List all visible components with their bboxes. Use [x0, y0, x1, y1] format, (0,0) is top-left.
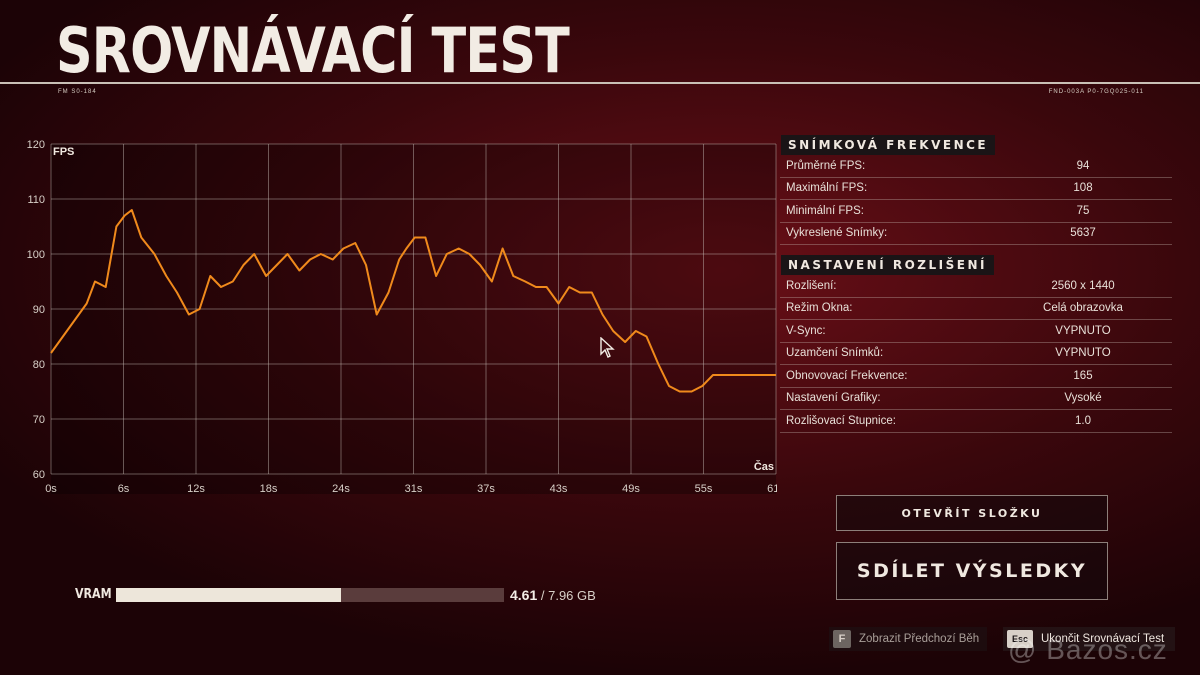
resolution-row-value: 165: [1073, 369, 1093, 382]
chart-plot-background: [51, 144, 776, 494]
resolution-row: V-Sync: VYPNUTO: [780, 320, 1172, 343]
frame-rate-row-value: 75: [1076, 204, 1090, 217]
resolution-row: Režim Okna: Celá obrazovka: [780, 298, 1172, 320]
y-tick-label: 90: [33, 304, 45, 316]
resolution-row-label: V-Sync:: [786, 324, 826, 337]
fps-chart: 120 110 100 90 80 70 60 0s 6s 12s 18s 24s 31s 37s 43s 4…: [22, 140, 777, 500]
x-tick-label: 43s: [550, 483, 568, 495]
vram-label: VRAM: [75, 587, 112, 602]
show-previous-run-hint[interactable]: F Zobrazit Předchozí Běh: [829, 627, 987, 651]
stats-panel: SNÍMKOVÁ FREKVENCE Průměrné FPS: 94 Maximá…: [780, 135, 1172, 433]
x-tick-label: 31s: [405, 483, 423, 495]
frame-rate-row-value: 5637: [1070, 227, 1096, 240]
resolution-row-label: Nastavení Grafiky:: [786, 392, 881, 405]
page-title: SROVNÁVACÍ TEST: [56, 14, 570, 87]
x-tick-label: 12s: [187, 483, 205, 495]
resolution-row-label: Obnovovací Frekvence:: [786, 369, 908, 382]
resolution-row: Rozlišovací Stupnice: 1.0: [780, 410, 1172, 433]
frame-rate-row: Průměrné FPS: 94: [780, 155, 1172, 178]
resolution-row-value: 1.0: [1075, 414, 1091, 427]
f-key-icon: F: [833, 630, 851, 648]
resolution-row: Nastavení Grafiky: Vysoké: [780, 388, 1172, 410]
resolution-row-value: Celá obrazovka: [1043, 302, 1123, 315]
frame-rate-row-value: 94: [1076, 159, 1090, 172]
vram-readout: 4.61 / 7.96 GB: [510, 587, 596, 603]
y-tick-label: 110: [27, 194, 45, 206]
resolution-heading: NASTAVENÍ ROZLIŠENÍ: [781, 255, 994, 275]
meta-code-right: FND-003A P0-7GQ025-011: [1048, 89, 1144, 95]
x-tick-label: 24s: [332, 483, 350, 495]
x-axis-label: Čas: [754, 460, 774, 473]
y-tick-label: 80: [33, 359, 45, 371]
resolution-row-label: Režim Okna:: [786, 302, 853, 315]
vram-bar: [116, 588, 504, 602]
resolution-row: Uzamčení Snímků: VYPNUTO: [780, 343, 1172, 365]
vram-total: / 7.96 GB: [540, 588, 596, 603]
resolution-row-value: Vysoké: [1064, 392, 1102, 405]
frame-rate-row-label: Vykreslené Snímky:: [786, 227, 888, 240]
x-tick-label: 55s: [695, 483, 713, 495]
meta-code-left: FM S0-184: [58, 89, 97, 95]
y-axis-label: FPS: [53, 146, 74, 158]
resolution-row-label: Rozlišovací Stupnice:: [786, 414, 896, 427]
resolution-table: Rozlišení: 2560 x 1440 Režim Okna: Celá obr…: [780, 275, 1172, 433]
x-tick-label: 0s: [45, 483, 57, 495]
resolution-row-value: VYPNUTO: [1055, 324, 1111, 337]
exit-benchmark-hint[interactable]: Esc Ukončit Srovnávací Test: [1003, 627, 1175, 651]
x-tick-label: 49s: [622, 483, 640, 495]
frame-rate-row-label: Minimální FPS:: [786, 204, 864, 217]
resolution-row-value: VYPNUTO: [1055, 347, 1111, 360]
frame-rate-row-value: 108: [1073, 182, 1093, 195]
resolution-row-label: Rozlišení:: [786, 279, 837, 292]
exit-benchmark-label: Ukončit Srovnávací Test: [1041, 633, 1165, 645]
fps-series-line: [50, 209, 776, 393]
frame-rate-row-label: Průměrné FPS:: [786, 159, 866, 172]
show-previous-run-label: Zobrazit Předchozí Běh: [859, 633, 980, 645]
frame-rate-row: Maximální FPS: 108: [780, 178, 1172, 200]
open-folder-button[interactable]: OTEVŘÍT SLOŽKU: [836, 495, 1108, 531]
watermark: @ Bazos.cz: [1008, 634, 1168, 665]
x-tick-label: 18s: [260, 483, 278, 495]
resolution-row: Obnovovací Frekvence: 165: [780, 365, 1172, 388]
frame-rate-heading: SNÍMKOVÁ FREKVENCE: [781, 135, 996, 155]
resolution-row: Rozlišení: 2560 x 1440: [780, 275, 1172, 298]
mouse-cursor-icon: [600, 337, 615, 358]
x-tick-label: 37s: [477, 483, 495, 495]
share-results-button[interactable]: SDÍLET VÝSLEDKY: [836, 542, 1108, 600]
frame-rate-row: Minimální FPS: 75: [780, 200, 1172, 223]
x-tick-label: 6s: [118, 483, 130, 495]
esc-key-icon: Esc: [1007, 630, 1033, 648]
y-tick-label: 120: [27, 140, 45, 151]
y-tick-label: 100: [27, 249, 45, 261]
y-tick-label: 60: [33, 469, 45, 481]
title-divider: [0, 82, 1200, 84]
x-tick-label: 61s: [767, 483, 777, 495]
resolution-row-label: Uzamčení Snímků:: [786, 347, 884, 360]
resolution-row-value: 2560 x 1440: [1051, 279, 1115, 292]
frame-rate-row: Vykreslené Snímky: 5637: [780, 223, 1172, 245]
frame-rate-row-label: Maximální FPS:: [786, 182, 868, 195]
vram-used: 4.61: [510, 587, 538, 603]
frame-rate-table: Průměrné FPS: 94 Maximální FPS: 108 Minimáln…: [780, 155, 1172, 245]
y-tick-label: 70: [33, 414, 45, 426]
vram-bar-fill: [116, 588, 341, 602]
